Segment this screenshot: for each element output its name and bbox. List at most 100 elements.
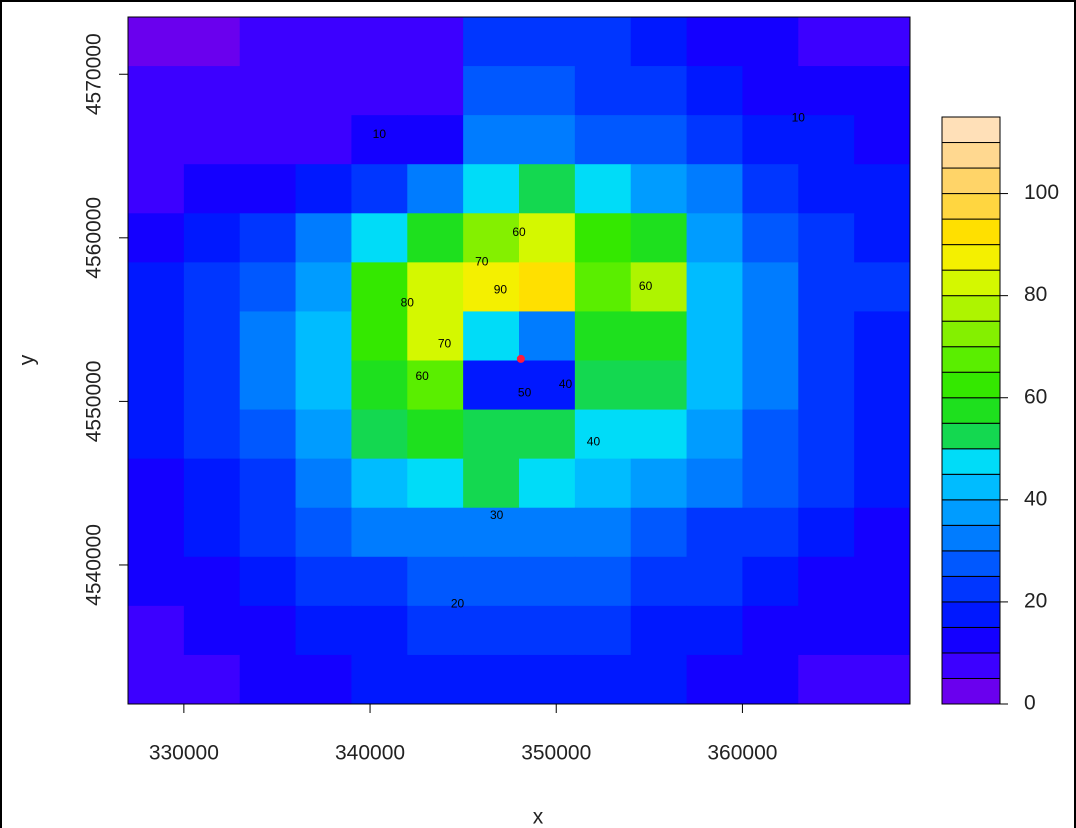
cell <box>296 361 352 411</box>
cell <box>631 508 687 558</box>
cell <box>631 410 687 460</box>
key-band <box>942 423 1000 449</box>
cell <box>407 459 463 509</box>
cell <box>463 410 519 460</box>
cell <box>184 655 240 705</box>
cell <box>575 557 631 607</box>
cell <box>128 164 184 214</box>
cell <box>742 410 798 460</box>
key-band <box>942 296 1000 322</box>
cell <box>742 606 798 656</box>
cell <box>463 262 519 312</box>
key-band <box>942 474 1000 500</box>
cell <box>742 17 798 67</box>
cell <box>463 17 519 67</box>
cell <box>575 410 631 460</box>
contour-label: 70 <box>475 255 489 269</box>
cell <box>687 410 743 460</box>
key-band <box>942 143 1000 169</box>
cell <box>798 164 854 214</box>
key-band <box>942 576 1000 602</box>
key-band <box>942 219 1000 245</box>
cell <box>854 311 910 361</box>
cell <box>128 213 184 263</box>
y-tick-label: 4540000 <box>83 524 106 606</box>
cell <box>575 115 631 165</box>
cell <box>296 164 352 214</box>
cell <box>519 311 575 361</box>
cell <box>184 262 240 312</box>
cell <box>128 311 184 361</box>
cell <box>798 361 854 411</box>
cell <box>854 557 910 607</box>
cell <box>407 17 463 67</box>
x-tick-label: 330000 <box>149 742 219 765</box>
cell <box>128 410 184 460</box>
cell <box>687 606 743 656</box>
contour-label: 40 <box>559 377 573 391</box>
cell <box>742 311 798 361</box>
cell <box>407 262 463 312</box>
cell <box>407 655 463 705</box>
cell <box>351 361 407 411</box>
cell <box>687 262 743 312</box>
cell <box>519 459 575 509</box>
cell <box>687 213 743 263</box>
cell <box>854 459 910 509</box>
cell <box>854 164 910 214</box>
cell <box>184 17 240 67</box>
cell <box>407 606 463 656</box>
cell <box>798 508 854 558</box>
key-tick-label: 60 <box>1024 385 1047 408</box>
cell <box>742 557 798 607</box>
key-band <box>942 500 1000 526</box>
cell <box>296 311 352 361</box>
cell <box>854 410 910 460</box>
cell <box>575 262 631 312</box>
cell <box>351 311 407 361</box>
cell <box>240 557 296 607</box>
contour-label: 60 <box>416 369 430 383</box>
key-tick-label: 20 <box>1024 589 1047 612</box>
cell <box>854 508 910 558</box>
cell <box>742 115 798 165</box>
key-band <box>942 245 1000 271</box>
cell <box>631 311 687 361</box>
cell <box>463 557 519 607</box>
cell <box>575 66 631 116</box>
cell <box>631 66 687 116</box>
cell <box>296 66 352 116</box>
cell <box>296 459 352 509</box>
cell <box>798 557 854 607</box>
cell <box>854 606 910 656</box>
cell <box>240 606 296 656</box>
cell <box>128 557 184 607</box>
cell <box>631 115 687 165</box>
cell <box>631 459 687 509</box>
cell <box>575 164 631 214</box>
cell <box>351 459 407 509</box>
x-tick-label: 340000 <box>335 742 405 765</box>
cell <box>798 213 854 263</box>
cell <box>184 459 240 509</box>
cell <box>407 508 463 558</box>
cell <box>687 459 743 509</box>
cell <box>854 115 910 165</box>
key-band <box>942 551 1000 577</box>
cell <box>407 115 463 165</box>
cell <box>463 164 519 214</box>
cell <box>631 361 687 411</box>
cell <box>184 115 240 165</box>
cell <box>631 17 687 67</box>
cell <box>240 115 296 165</box>
cell <box>240 17 296 67</box>
key-band <box>942 372 1000 398</box>
cell <box>575 655 631 705</box>
key-band <box>942 525 1000 551</box>
contour-label: 90 <box>494 282 508 296</box>
cell <box>351 557 407 607</box>
cell <box>687 164 743 214</box>
cell <box>128 459 184 509</box>
cell <box>575 361 631 411</box>
cell <box>184 508 240 558</box>
